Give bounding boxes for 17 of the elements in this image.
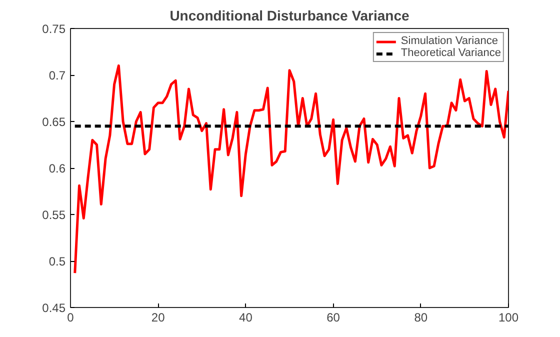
legend-label: Theoretical Variance xyxy=(400,47,501,59)
x-tick-label: 80 xyxy=(414,310,428,324)
y-tick-label: 0.45 xyxy=(42,301,66,315)
y-tick-label: 0.7 xyxy=(48,68,66,82)
x-tick-label: 40 xyxy=(239,310,253,324)
legend-label: Simulation Variance xyxy=(400,35,498,47)
x-tick-label: 0 xyxy=(67,310,74,324)
y-tick-label: 0.5 xyxy=(48,254,66,268)
y-tick-label: 0.65 xyxy=(42,115,66,129)
line-series xyxy=(74,64,508,274)
y-tick-label: 0.75 xyxy=(42,22,66,36)
y-tick-label: 0.55 xyxy=(42,208,66,222)
chart-title: Unconditional Disturbance Variance xyxy=(170,8,410,24)
x-tick-label: 60 xyxy=(326,310,340,324)
x-tick-label: 20 xyxy=(151,310,166,324)
y-tick-label: 0.6 xyxy=(48,162,66,176)
x-tick-label: 100 xyxy=(498,310,519,324)
